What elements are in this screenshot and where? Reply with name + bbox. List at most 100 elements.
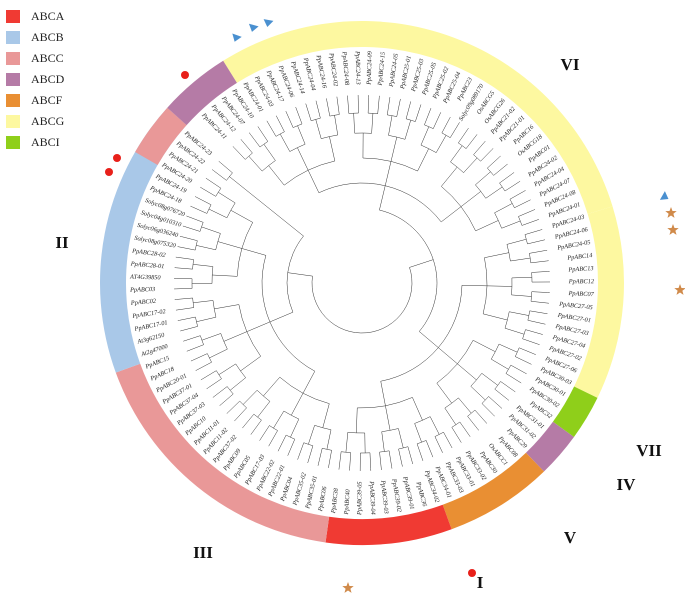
branch-arc xyxy=(388,135,406,140)
branch xyxy=(302,371,316,394)
branch xyxy=(230,210,253,223)
branch-arc xyxy=(491,343,500,360)
branch-arc xyxy=(398,446,408,450)
branch-arc xyxy=(275,131,285,137)
branch xyxy=(202,370,217,380)
branch xyxy=(491,358,509,370)
branch xyxy=(411,462,414,465)
branch xyxy=(410,101,412,104)
branch xyxy=(484,252,509,258)
leaf-label: PpABC39-04 xyxy=(368,480,377,515)
branch xyxy=(380,381,386,406)
branch-arc xyxy=(194,240,198,251)
branch xyxy=(436,382,452,404)
branch-arc xyxy=(347,432,365,434)
branch xyxy=(180,330,183,332)
branch xyxy=(473,142,485,155)
branch xyxy=(306,105,312,121)
branch xyxy=(183,340,186,342)
branch xyxy=(511,294,532,297)
branch-arc xyxy=(509,199,515,208)
branch xyxy=(491,148,494,150)
group-label-vi: VI xyxy=(561,55,580,74)
branch xyxy=(519,381,522,384)
branch xyxy=(188,216,204,223)
branch xyxy=(504,182,519,192)
branch xyxy=(329,136,336,162)
subfamily-bands xyxy=(99,21,625,545)
branch xyxy=(388,450,392,467)
branch xyxy=(450,123,459,138)
branch xyxy=(498,343,518,353)
branch xyxy=(181,236,198,241)
legend-item-abcf: ABCF xyxy=(6,90,64,111)
leaf-label: PpABC24-15 xyxy=(377,52,387,87)
branch xyxy=(443,432,452,447)
branch xyxy=(493,414,495,417)
branch xyxy=(244,188,265,205)
branch xyxy=(483,313,508,321)
branch xyxy=(241,140,253,154)
branch xyxy=(206,387,209,390)
branch xyxy=(345,432,349,453)
branch xyxy=(475,171,491,186)
leaf-label: PpABC27-05 xyxy=(558,301,593,312)
branch xyxy=(460,191,481,207)
legend-label: ABCB xyxy=(31,30,64,44)
branch xyxy=(218,363,236,375)
branch xyxy=(242,426,244,429)
branch-arc xyxy=(286,235,304,313)
branch-arc xyxy=(261,160,276,172)
branch xyxy=(522,338,538,345)
branch xyxy=(529,310,546,314)
band-abcc-upper xyxy=(135,107,187,165)
branch xyxy=(298,442,305,458)
branch xyxy=(192,353,208,361)
branch-arc xyxy=(239,400,247,409)
branch-arc xyxy=(314,425,332,431)
branch xyxy=(277,449,280,452)
leaf-label: PpABC02 xyxy=(130,298,158,307)
branch xyxy=(528,199,531,201)
branch xyxy=(223,331,247,342)
branch xyxy=(500,406,503,409)
branch xyxy=(208,378,222,388)
branch xyxy=(504,327,525,335)
branch xyxy=(444,407,457,425)
branch xyxy=(186,215,189,217)
branch xyxy=(506,238,527,245)
branch xyxy=(214,304,239,310)
leaf-label: PpABC24-05 xyxy=(556,239,591,252)
legend: ABCA ABCB ABCC ABCD ABCF ABCG ABCI xyxy=(6,6,64,153)
branch xyxy=(530,260,547,264)
legend-label: ABCA xyxy=(31,9,65,23)
branch xyxy=(305,103,307,106)
branch xyxy=(287,453,289,456)
branch xyxy=(475,134,478,137)
branch xyxy=(296,108,303,125)
branch-arc xyxy=(195,316,198,327)
band-abca xyxy=(325,504,452,545)
branch xyxy=(409,259,434,268)
leaf-label: PpABC03 xyxy=(129,286,155,294)
branch xyxy=(179,246,196,251)
branch xyxy=(481,373,498,386)
branch xyxy=(308,425,315,445)
branch xyxy=(369,452,371,469)
branch xyxy=(512,172,515,174)
band-abcg xyxy=(223,21,613,215)
branch xyxy=(208,208,228,219)
branch xyxy=(519,347,535,355)
branch-arc xyxy=(206,204,212,214)
markers xyxy=(105,19,685,593)
branch xyxy=(468,434,471,437)
branch xyxy=(211,169,214,171)
branch xyxy=(201,333,221,341)
branch xyxy=(260,425,270,440)
branch xyxy=(182,225,185,227)
branch xyxy=(232,146,235,148)
branch-arc xyxy=(494,212,502,229)
branch xyxy=(459,421,470,436)
triangle-marker xyxy=(263,19,274,27)
